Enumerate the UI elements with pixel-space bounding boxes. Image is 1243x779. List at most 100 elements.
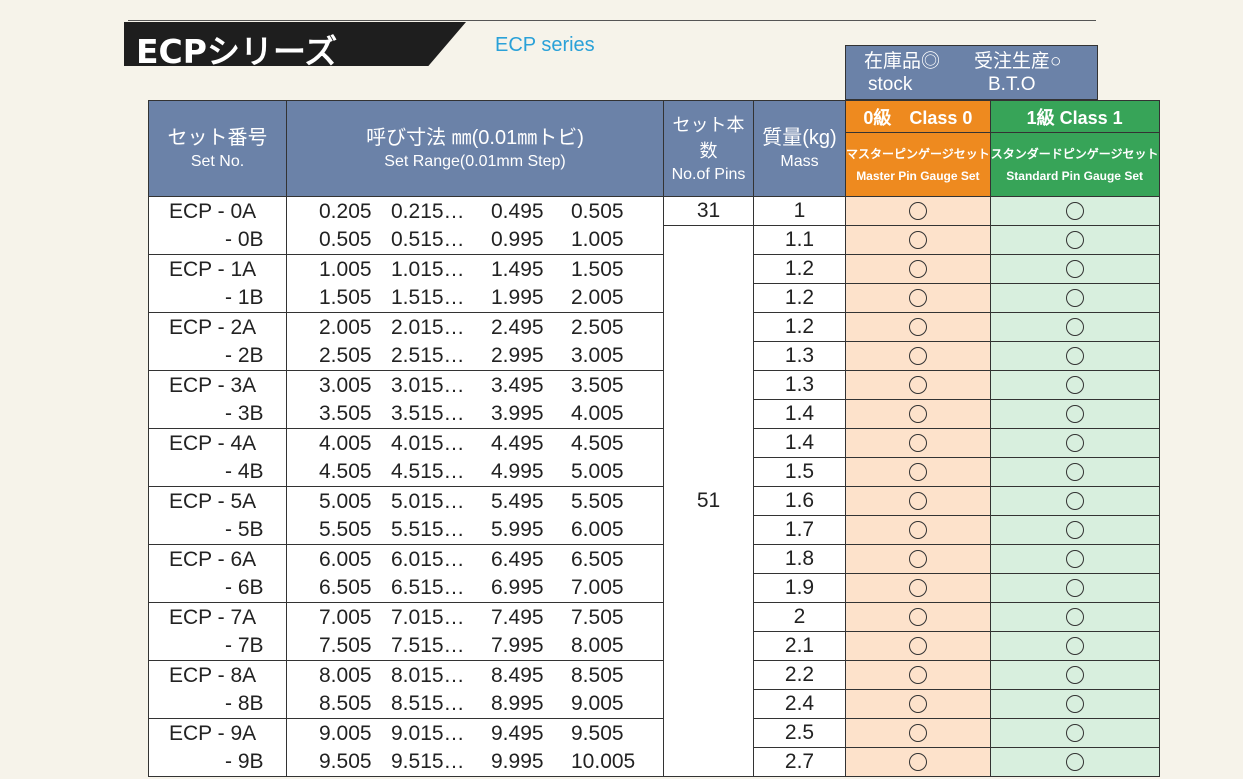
class0-availability-cell	[845, 428, 991, 458]
class1-availability-cell	[990, 602, 1160, 632]
set-number-a: ECP - 6A	[169, 547, 257, 571]
availability-circle-icon	[1065, 376, 1084, 395]
set-number-b: - 8B	[225, 691, 264, 715]
stock-legend-ja: 在庫品◎	[864, 51, 941, 72]
bto-legend: 受注生産○ B.T.O	[974, 50, 1061, 96]
set-range-value: 3.495	[491, 373, 544, 397]
set-range-line: 4.005 4.015… 4.495 4.505	[287, 430, 663, 458]
table-row: 1.7	[149, 515, 1160, 545]
set-range-cell: 0.205 0.215… 0.495 0.505 0.505 0.515… 0.995 1.0…	[286, 196, 664, 255]
class0-availability-cell	[845, 573, 991, 603]
set-range-value: 2.995	[491, 343, 544, 367]
col-header-class1: 1級 Class 1	[989, 100, 1160, 133]
set-range-value: 3.505	[319, 401, 372, 425]
set-range-cell: 4.005 4.015… 4.495 4.505 4.505 4.515… 4.995 5.0…	[286, 428, 664, 487]
class1-availability-cell	[990, 254, 1160, 284]
availability-circle-icon	[908, 434, 927, 453]
set-number-a: ECP - 7A	[169, 605, 257, 629]
set-range-value: 5.995	[491, 517, 544, 541]
table-row: ECP - 3A - 3B 3.005 3.015… 3.495 3.505 3.505 3.…	[148, 370, 1160, 429]
class0-availability-cell	[845, 225, 991, 255]
set-range-line: 1.505 1.515… 1.995 2.005	[287, 284, 663, 312]
availability-circle-icon	[1065, 521, 1084, 540]
class0-availability-cell	[845, 602, 991, 632]
set-range-line: 2.005 2.015… 2.495 2.505	[287, 314, 663, 342]
class0-availability-cell	[845, 631, 991, 661]
mass-cell: 1.1	[753, 225, 846, 255]
mass-cell: 1.9	[753, 573, 846, 603]
table-row: ECP - 1A - 1B 1.005 1.015… 1.495 1.505 1.505 1.…	[148, 254, 1160, 313]
set-range-value: 7.005	[319, 605, 372, 629]
spec-table: セット番号 Set No. 呼び寸法 ㎜(0.01㎜トビ) Set Range(…	[148, 100, 1160, 777]
set-range-value: 6.495	[491, 547, 544, 571]
set-range-value: 2.005	[319, 315, 372, 339]
set-range-value: 8.005	[319, 663, 372, 687]
pins-count-cell: 51	[663, 225, 754, 777]
availability-circle-icon	[908, 463, 927, 482]
table-row: 1.3	[149, 341, 1160, 371]
col-header-mass-en: Mass	[780, 152, 819, 170]
mass-cell: 1.6	[753, 486, 846, 516]
class0-availability-cell	[845, 718, 991, 748]
table-row: 1.2	[149, 283, 1160, 313]
mass-cell: 1.4	[753, 428, 846, 458]
availability-circle-icon	[1065, 492, 1084, 511]
set-range-value: 4.505	[571, 431, 624, 455]
top-rule	[128, 20, 1096, 21]
class0-availability-cell	[845, 457, 991, 487]
set-range-value: 9.505	[319, 749, 372, 773]
availability-circle-icon	[908, 347, 927, 366]
availability-circle-icon	[1065, 666, 1084, 685]
availability-circle-icon	[1065, 318, 1084, 337]
set-range-line: 8.505 8.515… 8.995 9.005	[287, 690, 663, 718]
availability-circle-icon	[908, 579, 927, 598]
set-number-a: ECP - 4A	[169, 431, 257, 455]
set-range-value: 1.515…	[391, 285, 465, 309]
set-range-cell: 5.005 5.015… 5.495 5.505 5.505 5.515… 5.995 6.0…	[286, 486, 664, 545]
set-range-cell: 6.005 6.015… 6.495 6.505 6.505 6.515… 6.995 7.0…	[286, 544, 664, 603]
set-range-value: 3.995	[491, 401, 544, 425]
set-range-value: 7.505	[319, 633, 372, 657]
mass-cell: 1.4	[753, 399, 846, 429]
col-header-range: 呼び寸法 ㎜(0.01㎜トビ) Set Range(0.01mm Step)	[286, 100, 664, 197]
availability-circle-icon	[908, 492, 927, 511]
set-range-value: 0.515…	[391, 227, 465, 251]
availability-circle-icon	[908, 202, 927, 221]
mass-cell: 1.3	[753, 370, 846, 400]
set-range-line: 6.505 6.515… 6.995 7.005	[287, 574, 663, 602]
class1-availability-cell	[990, 283, 1160, 313]
col-header-range-ja: 呼び寸法 ㎜(0.01㎜トビ)	[366, 126, 584, 149]
set-range-value: 8.015…	[391, 663, 465, 687]
set-range-value: 3.005	[571, 343, 624, 367]
set-range-value: 3.015…	[391, 373, 465, 397]
availability-circle-icon	[1065, 202, 1084, 221]
set-range-value: 5.495	[491, 489, 544, 513]
set-range-value: 9.495	[491, 721, 544, 745]
set-range-line: 3.005 3.015… 3.495 3.505	[287, 372, 663, 400]
mass-cell: 1.8	[753, 544, 846, 574]
availability-circle-icon	[1065, 753, 1084, 772]
set-range-value: 2.005	[571, 285, 624, 309]
set-range-cell: 8.005 8.015… 8.495 8.505 8.505 8.515… 8.995 9.0…	[286, 660, 664, 719]
set-range-value: 1.005	[319, 257, 372, 281]
availability-circle-icon	[1065, 463, 1084, 482]
set-number-a: ECP - 8A	[169, 663, 257, 687]
set-range-cell: 9.005 9.015… 9.495 9.505 9.505 9.515… 9.995 10.…	[286, 718, 664, 777]
page-title: ECPシリーズ	[136, 32, 338, 71]
set-range-value: 6.005	[571, 517, 624, 541]
class0-availability-cell	[845, 312, 991, 342]
availability-circle-icon	[1065, 637, 1084, 656]
set-range-value: 4.495	[491, 431, 544, 455]
class1-availability-cell	[990, 747, 1160, 777]
set-range-value: 9.995	[491, 749, 544, 773]
table-row: ECP - 9A - 9B 9.005 9.015… 9.495 9.505 9.505 9.…	[148, 718, 1160, 777]
class0-availability-cell	[845, 399, 991, 429]
col-header-range-en: Set Range(0.01mm Step)	[384, 152, 566, 170]
set-range-value: 4.015…	[391, 431, 465, 455]
set-range-line: 2.505 2.515… 2.995 3.005	[287, 342, 663, 370]
col-header-class0-ja: マスターピンゲージセット	[846, 146, 990, 161]
set-range-value: 0.995	[491, 227, 544, 251]
availability-circle-icon	[908, 724, 927, 743]
class1-availability-cell	[990, 718, 1160, 748]
availability-circle-icon	[1065, 695, 1084, 714]
